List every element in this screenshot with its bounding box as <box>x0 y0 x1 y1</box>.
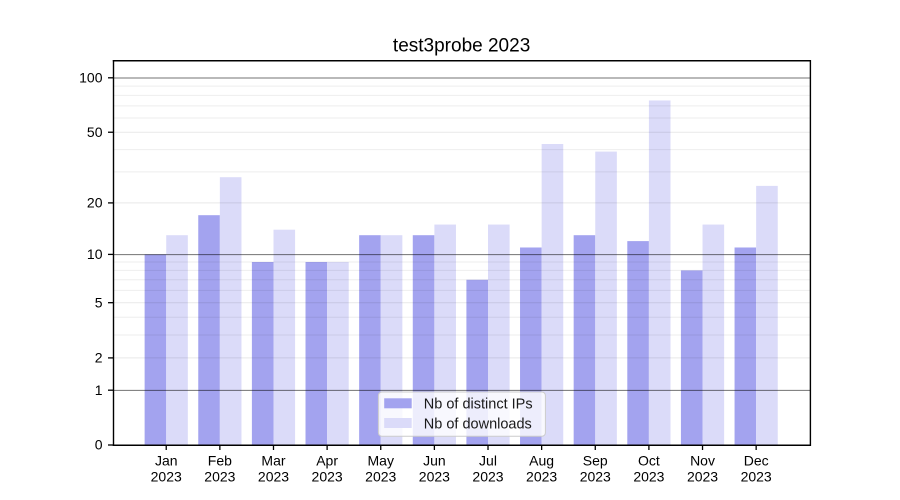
svg-text:Nb of distinct IPs: Nb of distinct IPs <box>424 397 533 413</box>
svg-text:May: May <box>368 453 394 469</box>
svg-text:1: 1 <box>95 382 103 398</box>
svg-text:2023: 2023 <box>419 469 450 485</box>
svg-text:2023: 2023 <box>472 469 503 485</box>
svg-text:test3probe 2023: test3probe 2023 <box>393 36 530 57</box>
svg-text:Nov: Nov <box>690 453 715 469</box>
svg-text:2023: 2023 <box>312 469 343 485</box>
svg-text:Aug: Aug <box>529 453 554 469</box>
svg-text:10: 10 <box>87 246 103 262</box>
svg-text:Sep: Sep <box>583 453 608 469</box>
svg-text:100: 100 <box>79 70 103 86</box>
svg-text:2023: 2023 <box>580 469 611 485</box>
svg-text:2023: 2023 <box>687 469 718 485</box>
svg-text:2023: 2023 <box>741 469 772 485</box>
svg-text:2023: 2023 <box>365 469 396 485</box>
svg-text:Apr: Apr <box>316 453 338 469</box>
svg-text:2023: 2023 <box>151 469 182 485</box>
svg-text:2023: 2023 <box>526 469 557 485</box>
svg-text:2023: 2023 <box>204 469 235 485</box>
svg-text:5: 5 <box>95 294 103 310</box>
svg-text:Jul: Jul <box>479 453 497 469</box>
svg-text:Oct: Oct <box>638 453 660 469</box>
svg-text:2: 2 <box>95 350 103 366</box>
svg-text:2023: 2023 <box>258 469 289 485</box>
svg-text:50: 50 <box>87 124 103 140</box>
svg-text:Mar: Mar <box>261 453 285 469</box>
svg-text:2023: 2023 <box>633 469 664 485</box>
svg-text:Nb of downloads: Nb of downloads <box>424 417 532 433</box>
svg-text:20: 20 <box>87 195 103 211</box>
svg-text:Dec: Dec <box>744 453 769 469</box>
svg-text:0: 0 <box>95 437 103 453</box>
svg-text:Feb: Feb <box>208 453 232 469</box>
svg-text:Jun: Jun <box>423 453 446 469</box>
svg-text:Jan: Jan <box>155 453 178 469</box>
